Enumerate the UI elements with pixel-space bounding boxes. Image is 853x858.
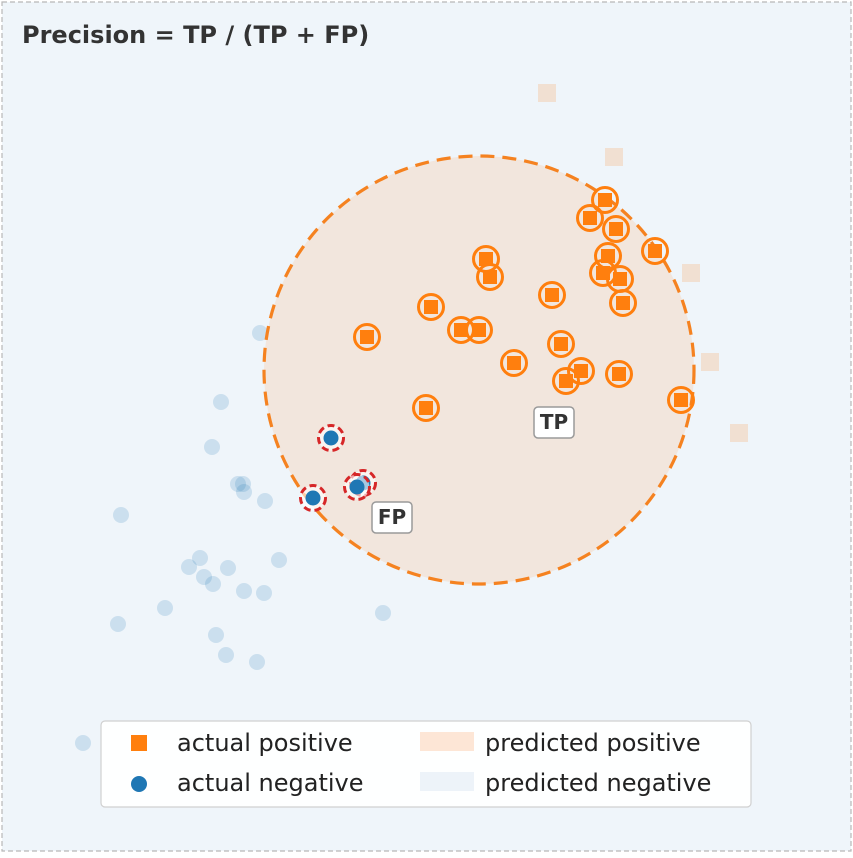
faded-negative-point [257,493,273,509]
legend-predicted-positive: predicted positive [485,729,701,757]
faded-negative-point [252,325,268,341]
tp-label-box: TP [533,406,575,439]
false-positive-point [317,424,345,452]
fp-label: FP [378,505,406,529]
legend-predicted-negative: predicted negative [485,769,711,797]
legend-actual-positive: actual positive [177,729,353,757]
predicted-negative-swatch [420,772,474,791]
faded-negative-point [235,476,251,492]
legend-frame [100,720,752,808]
true-positive-point [412,394,440,422]
true-positive-point [417,293,445,321]
faded-negative-point [205,576,221,592]
faded-negative-point [213,394,229,410]
faded-positive-point [701,353,719,371]
faded-negative-point [230,476,246,492]
true-positive-point [576,204,604,232]
true-positive-point [602,215,630,243]
faded-negative-point [181,559,197,575]
fp-label-box: FP [371,501,413,534]
legend: actual positive actual negative predicte… [100,720,752,808]
false-positive-point [299,484,327,512]
faded-negative-point [236,484,252,500]
faded-positive-point [730,424,748,442]
faded-negative-point [249,654,265,670]
faded-negative-point [75,735,91,751]
faded-negative-point [157,600,173,616]
faded-negative-point [204,439,220,455]
true-positive-point [538,281,566,309]
faded-negative-point [110,616,126,632]
true-positive-point [465,316,493,344]
faded-negative-point [236,583,252,599]
true-positive-point [667,386,695,414]
legend-actual-negative: actual negative [177,769,364,797]
true-positive-points [353,186,695,422]
true-positive-point [609,289,637,317]
faded-negative-point [256,585,272,601]
faded-negative-point [375,605,391,621]
true-positive-point [591,186,619,214]
faded-positive-points [538,84,748,442]
false-positive-points [299,424,377,512]
faded-positive-point [538,84,556,102]
true-positive-point [547,330,575,358]
faded-negative-points [75,325,391,751]
faded-positive-point [682,264,700,282]
faded-negative-point [192,550,208,566]
false-positive-point [343,473,371,501]
orange-square-icon [131,735,147,751]
faded-negative-point [220,560,236,576]
faded-positive-point [605,148,623,166]
tp-label: TP [540,410,568,434]
faded-negative-point [271,552,287,568]
faded-negative-point [113,507,129,523]
true-positive-point [476,263,504,291]
true-positive-point [605,360,633,388]
page-title: Precision = TP / (TP + FP) [22,21,369,49]
predicted-positive-swatch [420,732,474,751]
faded-negative-point [196,569,212,585]
true-positive-point [552,367,580,395]
true-positive-point [353,323,381,351]
blue-circle-icon [131,776,147,792]
faded-negative-point [218,647,234,663]
true-positive-point [641,237,669,265]
true-positive-point [500,349,528,377]
faded-negative-point [208,627,224,643]
